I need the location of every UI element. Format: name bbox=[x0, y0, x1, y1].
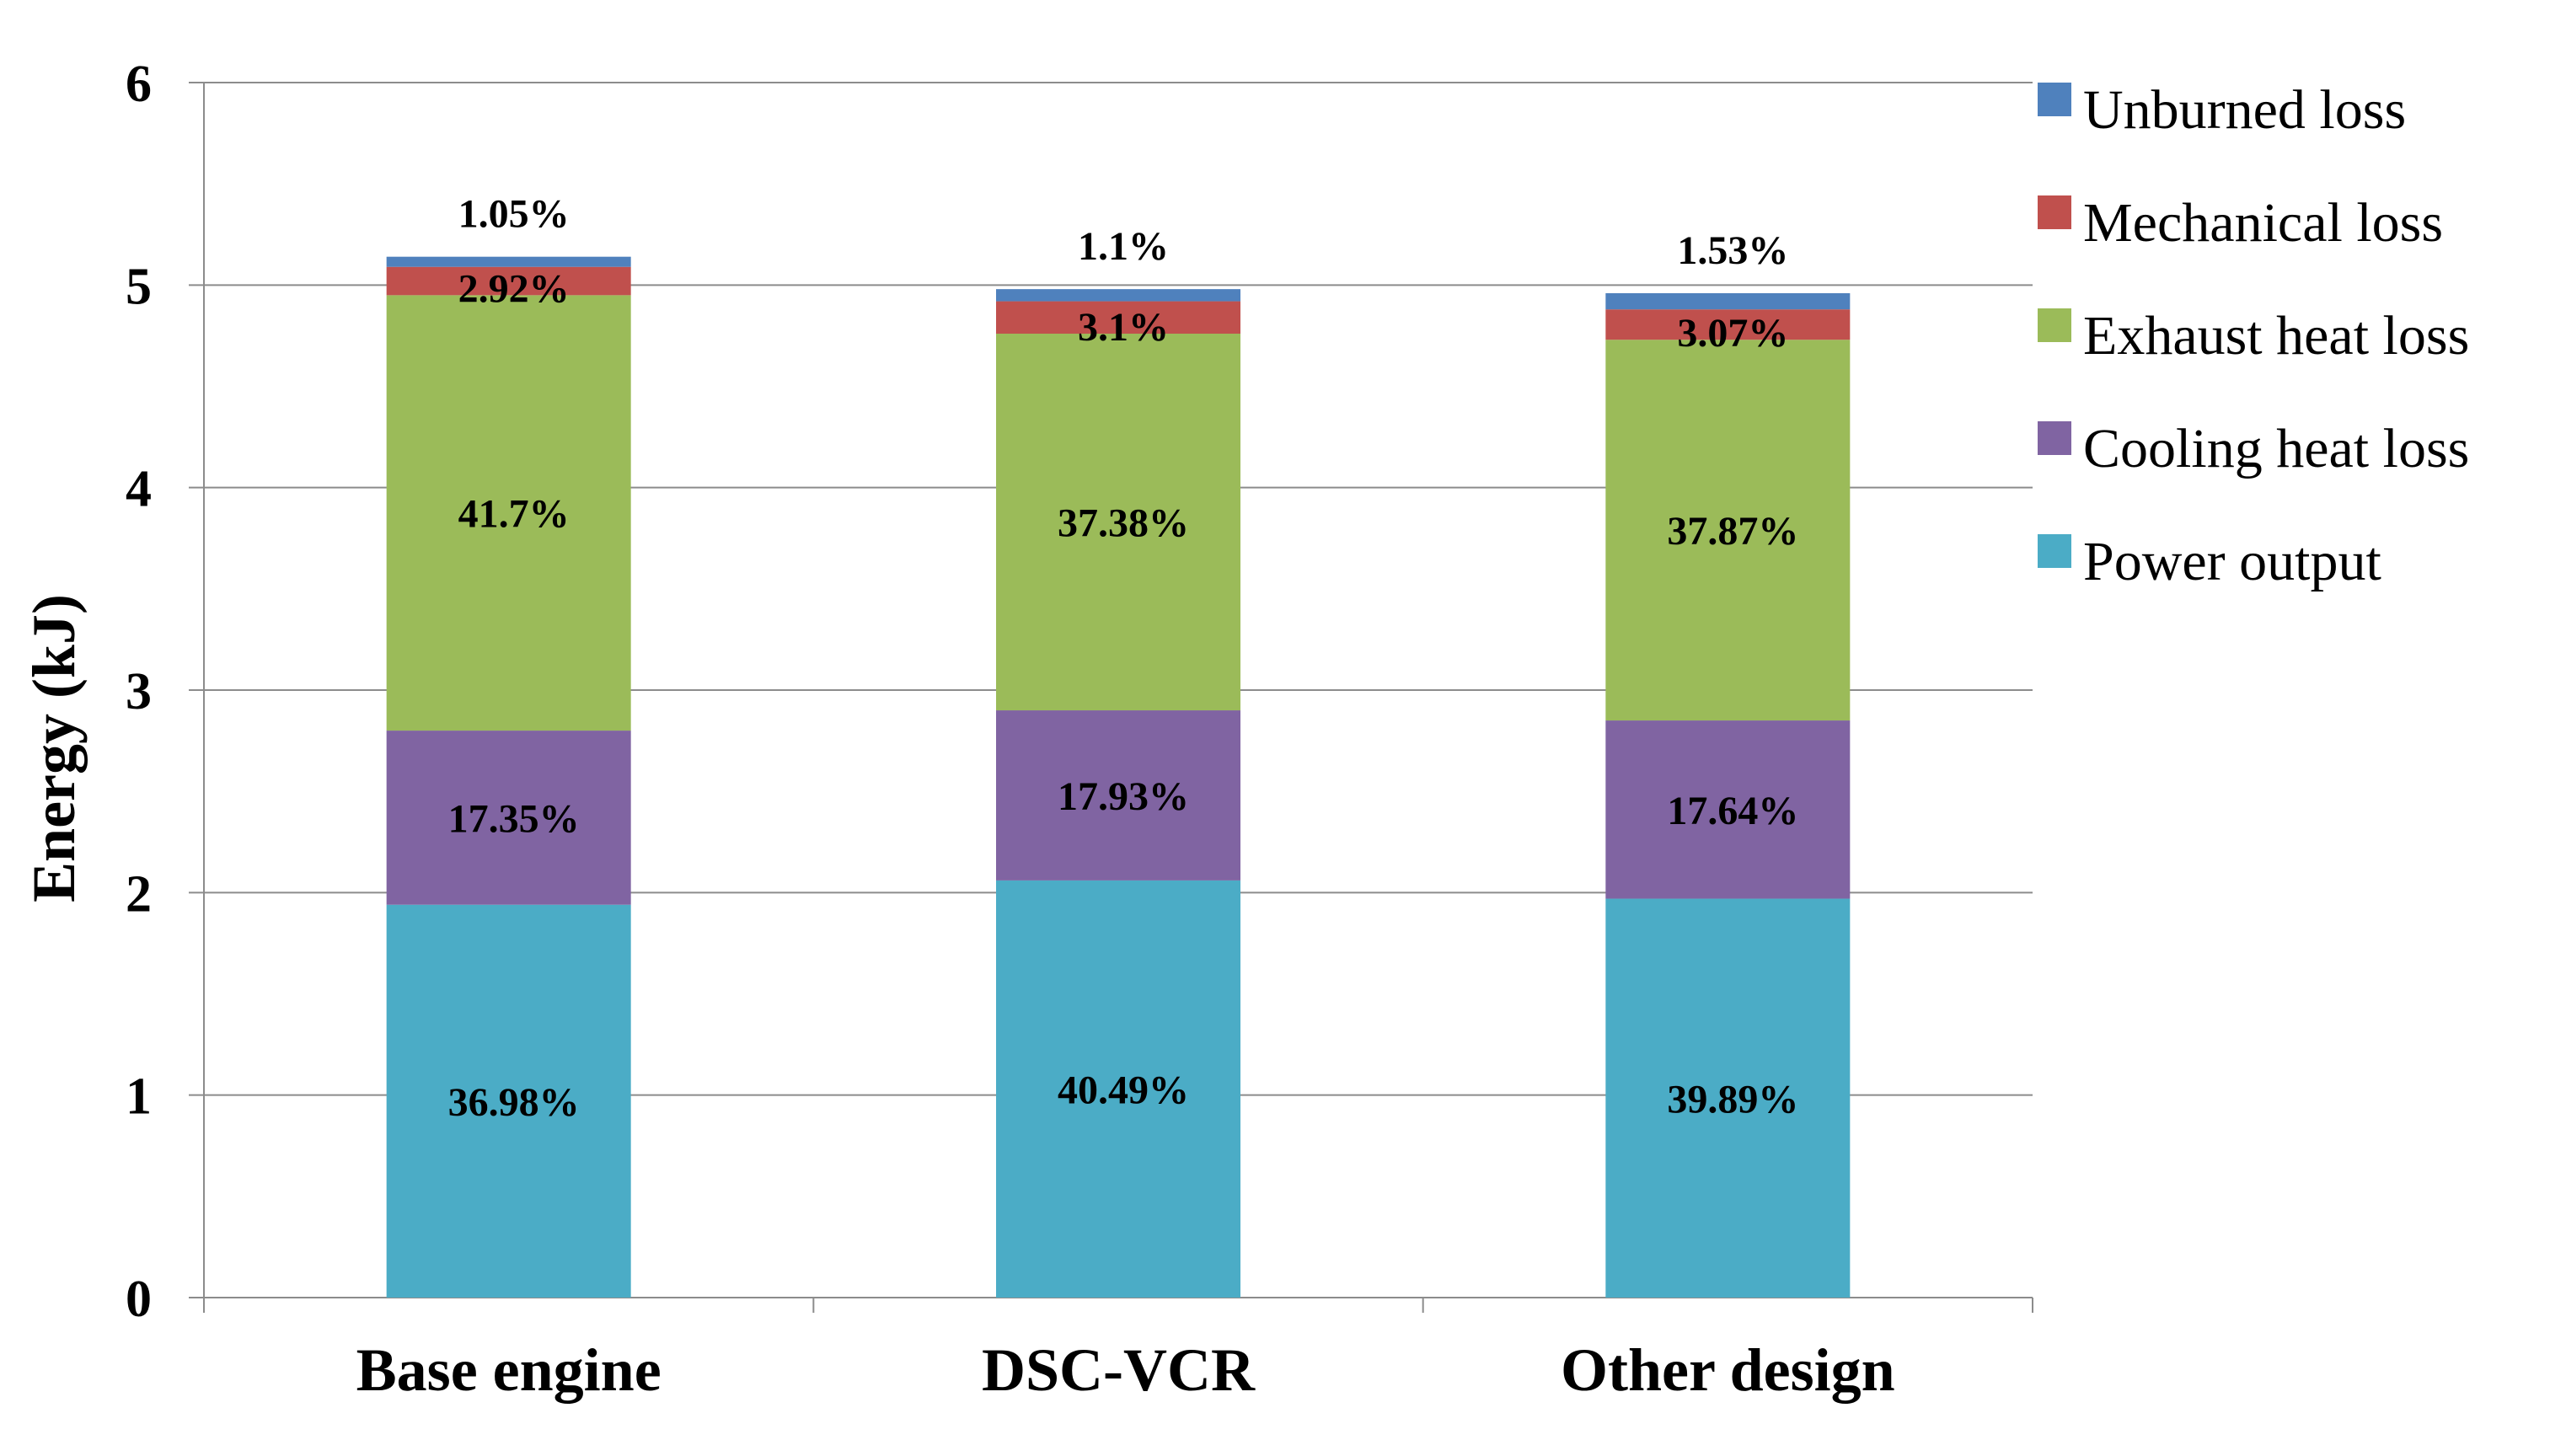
legend-label: Power output bbox=[2083, 531, 2381, 592]
bar-segment-exhaust-heat-loss bbox=[1605, 340, 1851, 721]
data-label: 37.38% bbox=[1058, 501, 1189, 546]
bar-segment-cooling-heat-loss bbox=[1605, 720, 1851, 899]
data-label: 17.35% bbox=[448, 796, 580, 841]
data-label: 40.49% bbox=[1058, 1068, 1189, 1112]
data-label: 1.05% bbox=[458, 192, 570, 237]
y-tick-label: 0 bbox=[126, 1271, 152, 1328]
y-tick-label: 3 bbox=[126, 663, 152, 720]
legend-swatch bbox=[2038, 83, 2071, 116]
legend-label: Cooling heat loss bbox=[2083, 418, 2469, 479]
bar-segment-unburned-loss bbox=[386, 256, 631, 267]
x-category-label: Base engine bbox=[356, 1336, 662, 1404]
bar-segment-mechanical-loss bbox=[996, 301, 1240, 335]
stacked-bars bbox=[386, 256, 1851, 1298]
y-tick-label: 2 bbox=[126, 865, 152, 923]
y-axis: 0 1 2 3 4 5 6 bbox=[126, 56, 205, 1328]
data-label: 3.07% bbox=[1677, 311, 1788, 356]
legend-swatch bbox=[2038, 308, 2071, 342]
data-labels: 36.98% 17.35% 41.7% 2.92% 1.05% 40.49% 17.93% 3… bbox=[448, 192, 1799, 1125]
legend-label: Unburned loss bbox=[2083, 79, 2406, 141]
data-label: 17.64% bbox=[1667, 789, 1798, 833]
data-label: 17.93% bbox=[1058, 774, 1189, 819]
data-label: 39.89% bbox=[1667, 1077, 1798, 1121]
x-category-label: DSC-VCR bbox=[982, 1336, 1256, 1404]
legend-swatch bbox=[2038, 195, 2071, 229]
y-axis-title: Energy (kJ) bbox=[20, 594, 88, 902]
bar-segment-cooling-heat-loss bbox=[386, 731, 631, 905]
bar-segment-power-output bbox=[386, 904, 631, 1298]
data-label: 1.1% bbox=[1078, 224, 1169, 269]
bar-segment-exhaust-heat-loss bbox=[386, 295, 631, 731]
bar-segment-power-output bbox=[1605, 898, 1851, 1298]
data-label: 1.53% bbox=[1677, 228, 1788, 273]
y-tick-label: 6 bbox=[126, 56, 152, 113]
y-tick-label: 4 bbox=[126, 461, 152, 518]
bar-segment-unburned-loss bbox=[996, 289, 1240, 302]
bar-segment-cooling-heat-loss bbox=[996, 710, 1240, 881]
data-label: 41.7% bbox=[458, 492, 570, 537]
y-tick-label: 5 bbox=[126, 258, 152, 315]
bar-segment-exhaust-heat-loss bbox=[996, 334, 1240, 711]
legend: Unburned loss Mechanical loss Exhaust heat… bbox=[2038, 79, 2469, 592]
data-label: 36.98% bbox=[448, 1080, 580, 1125]
bar-segment-power-output bbox=[996, 880, 1240, 1298]
y-tick-label: 1 bbox=[126, 1068, 152, 1126]
legend-swatch bbox=[2038, 421, 2071, 455]
legend-label: Mechanical loss bbox=[2083, 192, 2443, 254]
data-label: 3.1% bbox=[1078, 305, 1169, 350]
legend-swatch bbox=[2038, 534, 2071, 568]
bar-segment-unburned-loss bbox=[1605, 292, 1851, 310]
legend-label: Exhaust heat loss bbox=[2083, 305, 2469, 367]
bar-segment-mechanical-loss bbox=[1605, 309, 1851, 340]
data-label: 37.87% bbox=[1667, 509, 1798, 554]
data-label: 2.92% bbox=[458, 266, 570, 311]
x-axis: Base engine DSC-VCR Other design bbox=[203, 1297, 2033, 1404]
bar-segment-mechanical-loss bbox=[386, 266, 631, 296]
x-category-label: Other design bbox=[1561, 1336, 1895, 1404]
